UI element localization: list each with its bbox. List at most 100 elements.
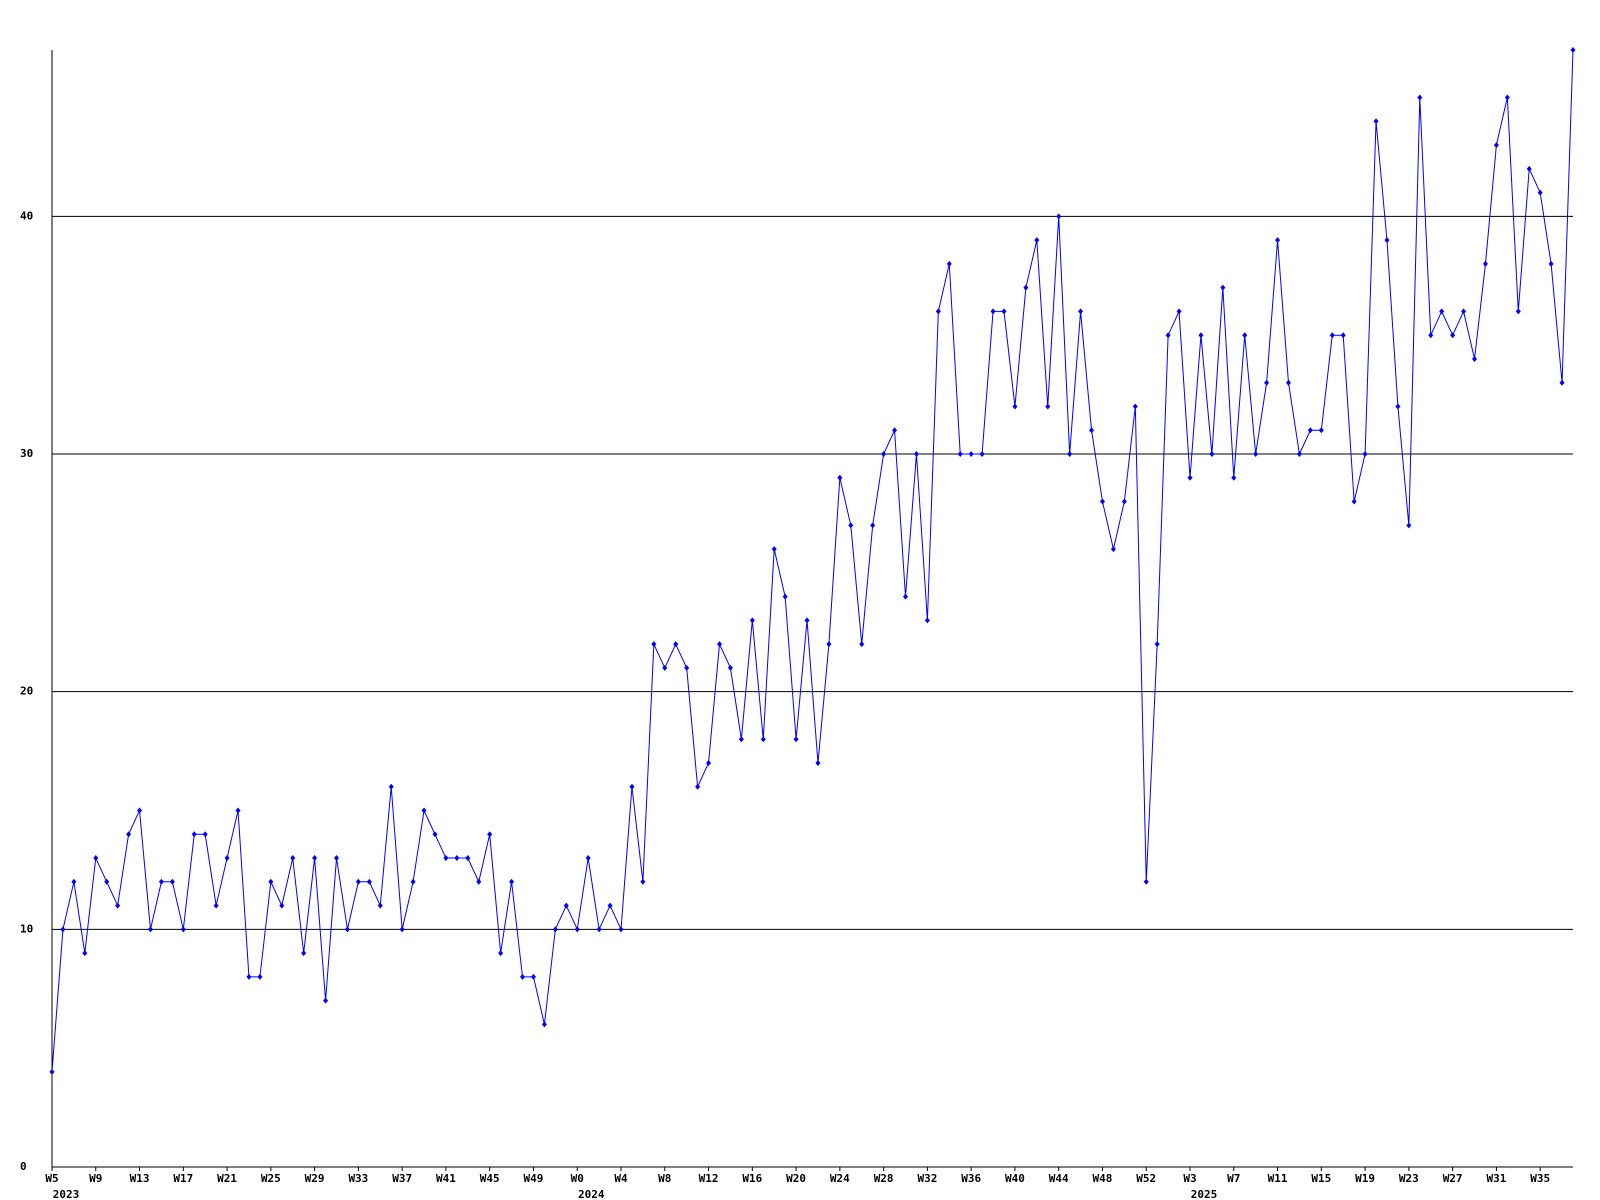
x-tick-label: W29 bbox=[305, 1172, 325, 1185]
data-point bbox=[476, 878, 482, 885]
x-tick-label: W3 bbox=[1183, 1172, 1196, 1185]
data-point bbox=[957, 451, 963, 458]
data-point bbox=[892, 427, 898, 434]
data-point bbox=[60, 926, 66, 933]
x-tick-label: W28 bbox=[874, 1172, 894, 1185]
data-point bbox=[1450, 332, 1456, 339]
data-point bbox=[935, 308, 941, 315]
x-tick-label: W16 bbox=[742, 1172, 762, 1185]
x-tick-label: W25 bbox=[261, 1172, 281, 1185]
data-point bbox=[596, 926, 602, 933]
y-tick-label: 30 bbox=[20, 447, 33, 460]
x-tick-label: W31 bbox=[1486, 1172, 1506, 1185]
data-point bbox=[1428, 332, 1434, 339]
data-point bbox=[268, 878, 274, 885]
x-tick-label: W37 bbox=[392, 1172, 412, 1185]
data-point bbox=[924, 617, 930, 624]
data-point bbox=[1340, 332, 1346, 339]
x-group-label: 2025 bbox=[1191, 1188, 1218, 1200]
data-point bbox=[1242, 332, 1248, 339]
data-point bbox=[1253, 451, 1259, 458]
data-point bbox=[1220, 284, 1226, 291]
x-tick-label: W7 bbox=[1227, 1172, 1240, 1185]
data-point bbox=[1132, 403, 1138, 410]
data-point bbox=[1307, 427, 1313, 434]
data-point bbox=[738, 736, 744, 743]
x-tick-label: W17 bbox=[173, 1172, 193, 1185]
data-point bbox=[771, 546, 777, 553]
data-point bbox=[344, 926, 350, 933]
x-tick-label: W52 bbox=[1136, 1172, 1156, 1185]
data-point bbox=[1176, 308, 1182, 315]
x-tick-label: W15 bbox=[1311, 1172, 1331, 1185]
data-point bbox=[946, 260, 952, 267]
data-point bbox=[487, 831, 493, 838]
data-point bbox=[782, 593, 788, 600]
x-tick-label: W0 bbox=[571, 1172, 584, 1185]
data-point bbox=[706, 759, 712, 766]
data-point bbox=[1110, 546, 1116, 553]
data-point bbox=[71, 878, 77, 885]
data-point bbox=[1406, 522, 1412, 529]
x-tick-label: W23 bbox=[1399, 1172, 1419, 1185]
data-point bbox=[990, 308, 996, 315]
data-point bbox=[355, 878, 361, 885]
x-tick-label: W40 bbox=[1005, 1172, 1025, 1185]
data-point bbox=[399, 926, 405, 933]
data-point bbox=[1001, 308, 1007, 315]
data-point bbox=[377, 902, 383, 909]
data-point bbox=[826, 641, 832, 648]
data-point bbox=[727, 664, 733, 671]
data-point bbox=[1493, 142, 1499, 149]
data-point bbox=[1417, 94, 1423, 101]
data-point bbox=[607, 902, 613, 909]
data-point bbox=[837, 474, 843, 481]
data-point bbox=[1067, 451, 1073, 458]
data-point bbox=[1099, 498, 1105, 505]
data-point bbox=[82, 950, 88, 957]
data-point bbox=[1034, 237, 1040, 244]
y-tick-label: 40 bbox=[20, 209, 33, 222]
data-point bbox=[126, 831, 132, 838]
data-point bbox=[520, 973, 526, 980]
data-point bbox=[804, 617, 810, 624]
data-point bbox=[1482, 260, 1488, 267]
data-point bbox=[695, 783, 701, 790]
x-tick-label: W36 bbox=[961, 1172, 981, 1185]
data-point bbox=[213, 902, 219, 909]
data-point bbox=[1472, 355, 1478, 362]
data-point bbox=[870, 522, 876, 529]
data-point bbox=[301, 950, 307, 957]
data-point bbox=[1504, 94, 1510, 101]
data-point bbox=[323, 997, 329, 1004]
data-point bbox=[1526, 165, 1532, 172]
data-point bbox=[684, 664, 690, 671]
data-point bbox=[137, 807, 143, 814]
data-point bbox=[235, 807, 241, 814]
data-point bbox=[1570, 47, 1576, 53]
data-point bbox=[1515, 308, 1521, 315]
data-point bbox=[169, 878, 175, 885]
x-tick-label: W33 bbox=[348, 1172, 368, 1185]
x-tick-label: W8 bbox=[658, 1172, 671, 1185]
data-point bbox=[1056, 213, 1062, 220]
data-point bbox=[574, 926, 580, 933]
data-point bbox=[1187, 474, 1193, 481]
data-point bbox=[760, 736, 766, 743]
x-tick-label: W21 bbox=[217, 1172, 237, 1185]
data-point bbox=[1285, 379, 1291, 386]
data-point bbox=[334, 855, 340, 862]
data-point bbox=[257, 973, 263, 980]
data-point bbox=[454, 855, 460, 862]
data-point bbox=[640, 878, 646, 885]
data-point bbox=[443, 855, 449, 862]
data-point bbox=[716, 641, 722, 648]
x-tick-label: W20 bbox=[786, 1172, 806, 1185]
x-group-label: 2023 bbox=[53, 1188, 80, 1200]
data-point bbox=[1045, 403, 1051, 410]
data-point bbox=[1439, 308, 1445, 315]
data-point bbox=[1078, 308, 1084, 315]
data-point bbox=[1143, 878, 1149, 885]
data-point bbox=[49, 1068, 55, 1075]
